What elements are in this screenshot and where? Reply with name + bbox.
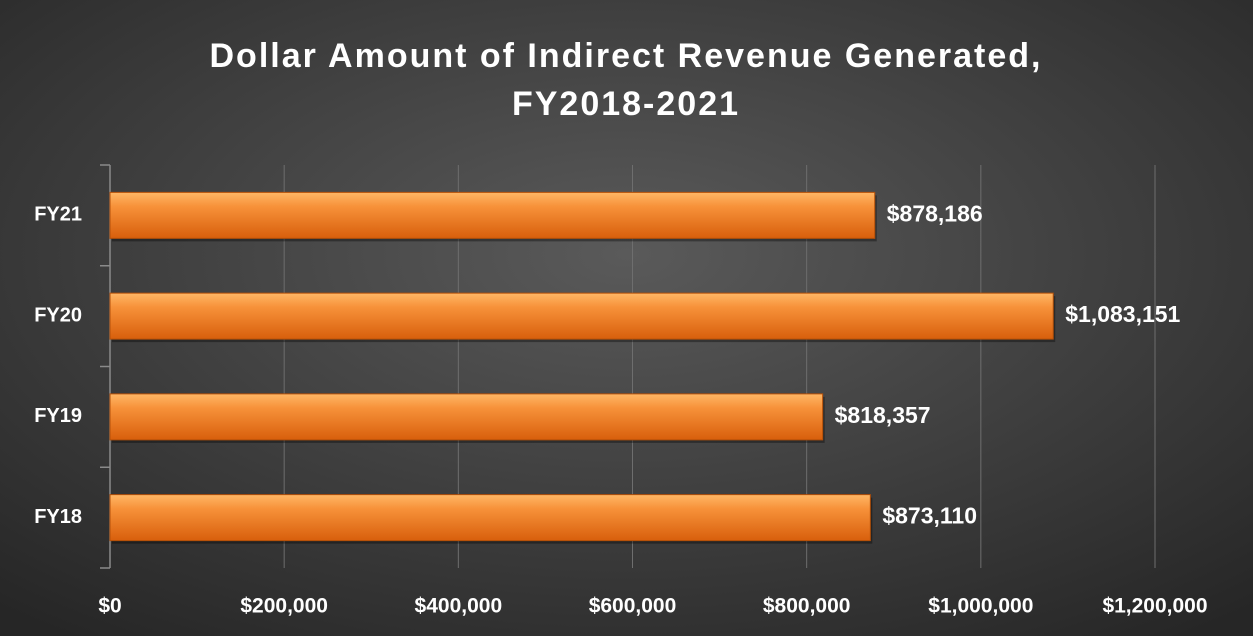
bar	[109, 191, 876, 239]
chart-title: FY2018-2021	[512, 85, 740, 123]
data-label: $873,110	[882, 503, 977, 529]
x-tick-label: $800,000	[763, 595, 851, 618]
bar	[109, 292, 1054, 340]
y-tick-label: FY18	[34, 506, 82, 528]
data-label: $1,083,151	[1065, 301, 1180, 327]
x-tick-label: $600,000	[589, 595, 677, 618]
y-tick-label: FY21	[34, 204, 82, 226]
chart-title: Dollar Amount of Indirect Revenue Genera…	[210, 37, 1043, 75]
y-tick-label: FY19	[34, 405, 82, 427]
x-tick-label: $0	[98, 595, 121, 618]
x-tick-label: $1,200,000	[1102, 595, 1207, 618]
data-label: $818,357	[835, 402, 931, 428]
y-tick-label: FY20	[34, 304, 82, 326]
x-tick-label: $400,000	[415, 595, 503, 618]
bar	[109, 393, 824, 441]
x-tick-label: $200,000	[240, 595, 328, 618]
bar	[109, 494, 871, 542]
data-label: $878,186	[887, 200, 983, 226]
plot: $0 $200,000 $400,000 $600,000 $800,000 $1,000…	[34, 164, 1208, 618]
x-tick-label: $1,000,000	[928, 595, 1033, 618]
